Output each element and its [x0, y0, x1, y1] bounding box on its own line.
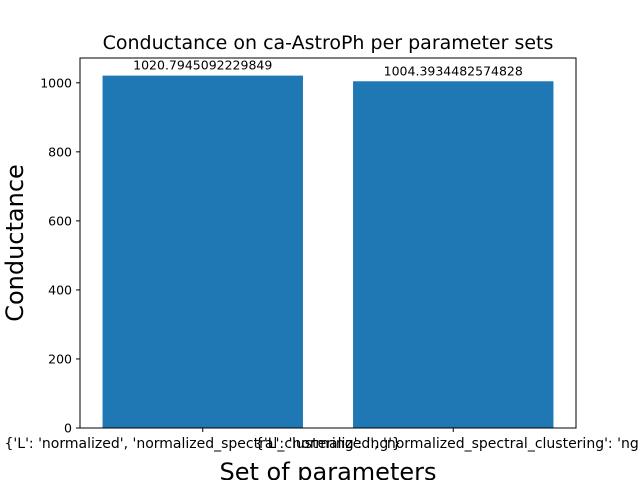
data-label-1: 1020.7945092229849 — [133, 58, 272, 73]
x-tick-label-2: {'L': 'normalized', 'normalized_spectral… — [255, 436, 640, 452]
y-tick-label-400: 400 — [48, 282, 72, 297]
y-tick-label-200: 200 — [48, 351, 72, 366]
bar-2 — [353, 81, 554, 429]
y-tick-label-1000: 1000 — [40, 75, 72, 90]
x-tick-label-1: {'L': 'normalized', 'normalized_spectral… — [5, 436, 401, 452]
chart-title: Conductance on ca-AstroPh per parameter … — [103, 32, 554, 54]
y-tick-label-600: 600 — [48, 213, 72, 228]
y-tick-label-0: 0 — [64, 421, 72, 436]
bar-1 — [102, 75, 303, 429]
bars-group — [102, 75, 554, 429]
y-tick-label-800: 800 — [48, 144, 72, 159]
data-labels-group: 1020.7945092229849 1004.3934482574828 — [133, 58, 523, 79]
data-label-2: 1004.3934482574828 — [384, 63, 523, 78]
y-ticks-group: 0 200 400 600 800 1000 — [40, 75, 80, 436]
x-ticks-group: {'L': 'normalized', 'normalized_spectral… — [5, 428, 640, 452]
axes-frame — [79, 57, 577, 429]
x-axis-label: Set of parameters — [219, 458, 436, 480]
y-axis-label: Conductance — [1, 164, 29, 322]
